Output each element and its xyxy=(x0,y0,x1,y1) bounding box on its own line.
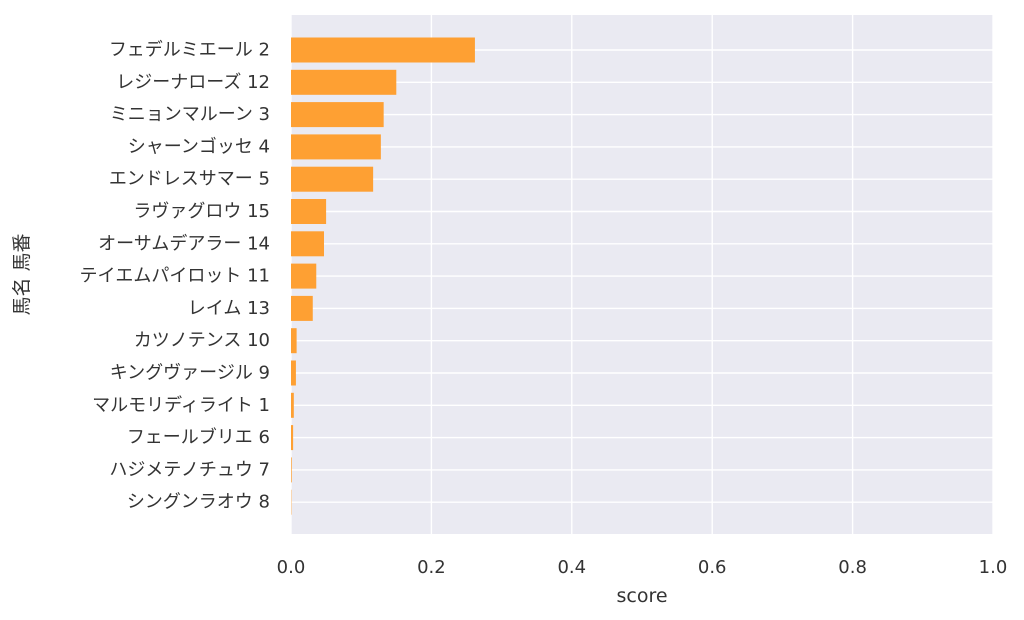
bar xyxy=(291,328,297,354)
x-tick-label: 0.4 xyxy=(557,557,586,578)
x-tick-labels: 0.0 0.2 0.4 0.6 0.8 1.0 xyxy=(277,557,1008,578)
y-tick-label: カツノテンス 10 xyxy=(134,330,270,351)
x-axis-label: score xyxy=(616,585,667,607)
y-tick-label: エンドレスサマー 5 xyxy=(109,169,270,190)
bar xyxy=(291,360,296,386)
x-tick-label: 0.0 xyxy=(277,557,306,578)
y-tick-label: レジーナローズ 12 xyxy=(116,72,270,93)
y-tick-label: オーサムデアラー 14 xyxy=(98,233,270,254)
bar xyxy=(291,457,292,483)
x-tick-label: 0.6 xyxy=(698,557,727,578)
plot-background xyxy=(291,15,993,534)
bar xyxy=(291,199,327,224)
y-tick-label: レイム 13 xyxy=(188,298,270,319)
bar xyxy=(291,102,384,128)
y-tick-label: マルモリディライト 1 xyxy=(92,395,270,416)
bar xyxy=(291,231,324,257)
bar xyxy=(291,263,317,289)
y-tick-label: シングンラオウ 8 xyxy=(127,492,270,513)
x-tick-label: 1.0 xyxy=(979,557,1008,578)
bar xyxy=(291,392,294,418)
bar xyxy=(291,166,374,192)
y-tick-label: フェールブリエ 6 xyxy=(127,426,270,448)
x-tick-label: 0.8 xyxy=(838,557,867,578)
bar xyxy=(291,134,381,160)
gridlines xyxy=(290,15,994,534)
bar xyxy=(291,425,294,451)
bar xyxy=(291,295,313,321)
y-tick-label: ラヴァグロウ 15 xyxy=(133,201,270,222)
y-axis-label: 馬名 馬番 xyxy=(11,233,33,315)
bar xyxy=(291,37,475,63)
y-tick-label: ミニョンマルーン 3 xyxy=(110,104,270,125)
y-tick-label: キングヴァージル 9 xyxy=(110,363,270,384)
y-tick-label: テイエムパイロット 11 xyxy=(80,266,270,287)
bars xyxy=(291,37,475,515)
y-tick-label: フェデルミエール 2 xyxy=(109,40,270,61)
x-tick-label: 0.2 xyxy=(417,557,446,578)
y-tick-label: シャーンゴッセ 4 xyxy=(128,136,270,157)
y-tick-label: ハジメテノチュウ 7 xyxy=(109,459,270,480)
bar xyxy=(291,69,397,95)
y-tick-labels: フェデルミエール 2 レジーナローズ 12 ミニョンマルーン 3 シャーンゴッセ 4 エ… xyxy=(80,40,270,513)
